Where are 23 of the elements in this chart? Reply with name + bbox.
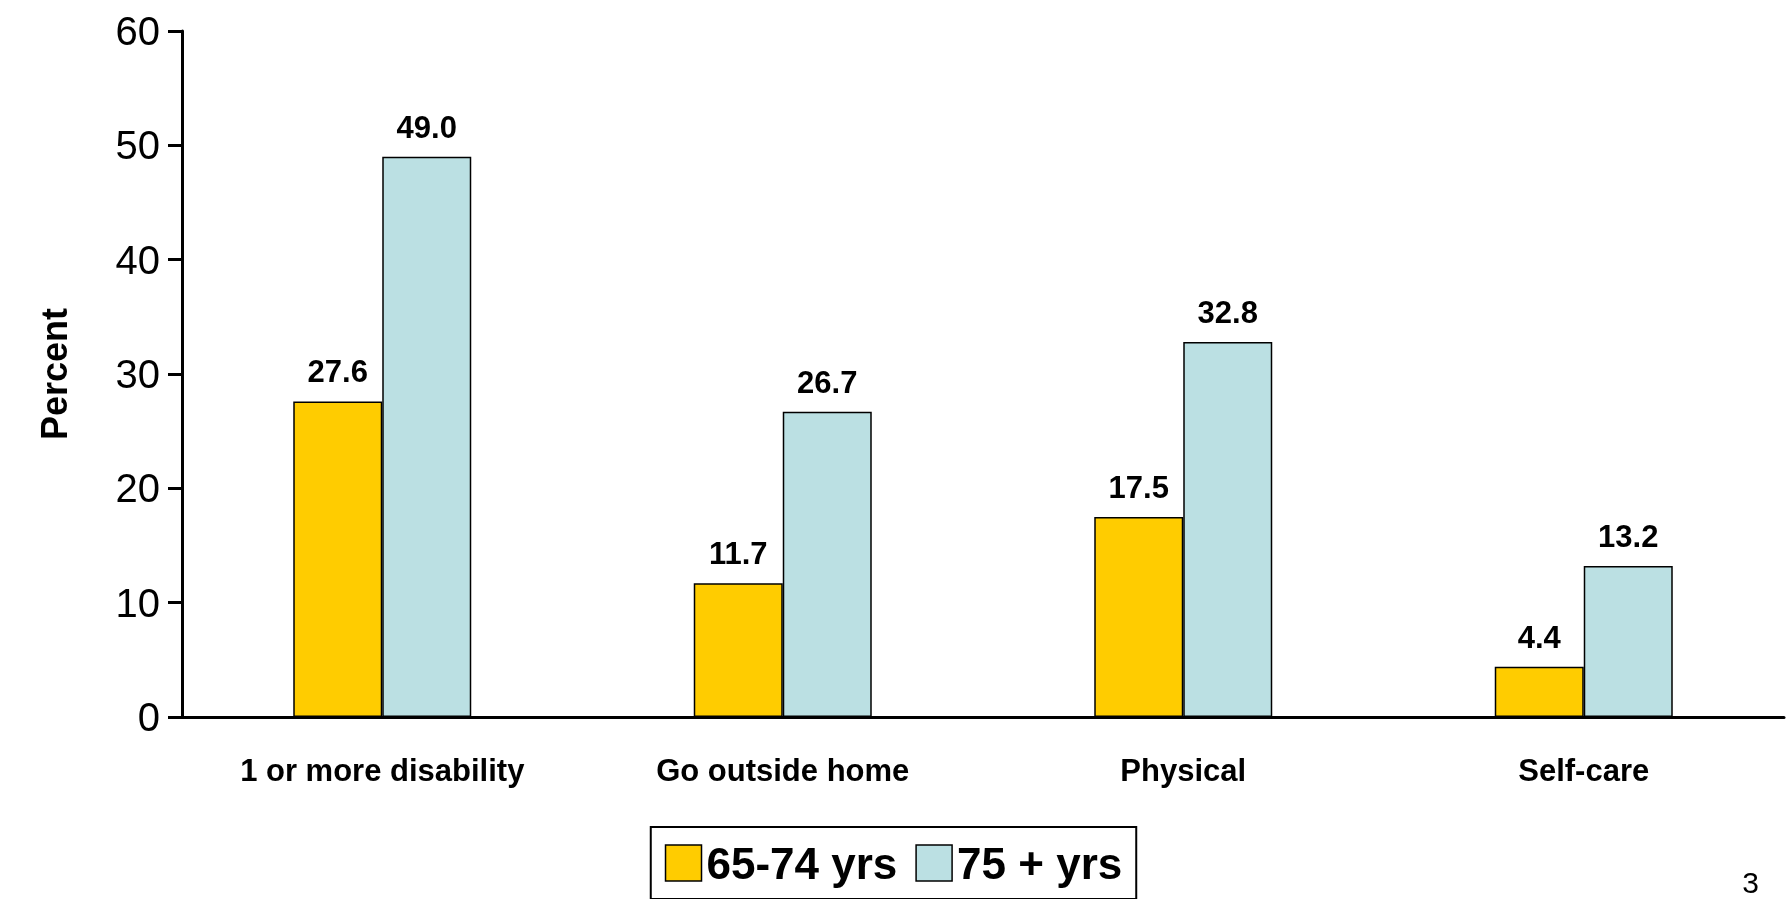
x-tick-label: 1 or more disability: [240, 753, 526, 788]
legend-label: 65-74 yrs: [706, 838, 898, 888]
y-tick-label: 60: [115, 9, 160, 53]
y-axis-title: Percent: [33, 307, 75, 441]
data-label: 4.4: [1517, 619, 1562, 655]
data-label: 49.0: [396, 109, 457, 145]
y-tick-label: 50: [115, 123, 160, 168]
x-tick-label: Physical: [1120, 753, 1247, 788]
legend-label: 75 + yrs: [957, 838, 1123, 888]
data-label: 27.6: [307, 354, 368, 390]
data-label: 17.5: [1108, 469, 1169, 505]
data-label: 11.7: [708, 536, 768, 572]
data-label: 13.2: [1598, 519, 1659, 555]
y-tick-label: 10: [115, 580, 160, 625]
y-tick-label: 0: [137, 695, 160, 739]
text: 3: [1742, 865, 1759, 899]
data-label: 32.8: [1197, 294, 1258, 330]
data-label: 26.7: [797, 364, 858, 400]
x-tick-label: Go outside home: [656, 753, 910, 788]
y-tick-label: 20: [115, 466, 160, 511]
y-tick-label: 30: [115, 352, 160, 396]
x-tick-label: Self-care: [1518, 753, 1650, 788]
y-tick-label: 40: [115, 237, 160, 282]
